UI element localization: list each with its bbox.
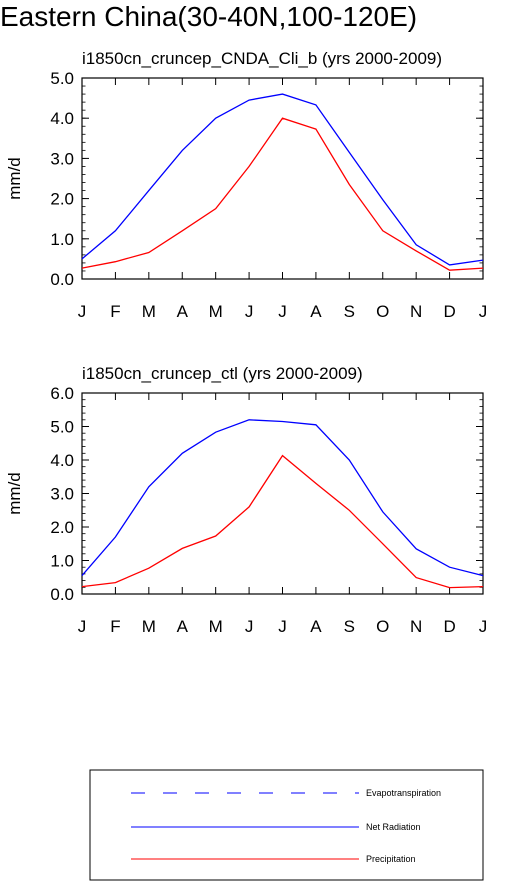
x-tick-label: S (344, 302, 355, 321)
x-tick-label: A (177, 302, 189, 321)
y-axis-label: mm/d (5, 472, 24, 515)
x-tick-label: M (209, 617, 223, 636)
x-tick-label: N (410, 302, 422, 321)
legend-label: Evapotranspiration (366, 788, 441, 798)
x-tick-label: M (142, 302, 156, 321)
chart-1-title: i1850cn_cruncep_CNDA_Cli_b (yrs 2000-200… (82, 49, 443, 68)
legend-label: Precipitation (366, 854, 416, 864)
series-net-radiation (81, 419, 484, 577)
plot-frame (81, 392, 484, 595)
x-tick-label: J (479, 302, 488, 321)
x-tick-label: D (443, 617, 455, 636)
series-precipitation (81, 454, 484, 589)
x-tick-label: O (376, 302, 389, 321)
chart-1: 0.0 1.0 2.0 3.0 4.0 5.0 J F M A M J J A S O N D Jmm/d (5, 69, 487, 321)
x-tick-label: S (344, 617, 355, 636)
series-precipitation (81, 117, 484, 271)
x-tick-label: M (209, 302, 223, 321)
x-tick-label: A (310, 302, 322, 321)
y-tick-label: 4.0 (50, 451, 74, 470)
x-tick-label: J (479, 617, 488, 636)
y-tick-label: 1.0 (50, 230, 74, 249)
x-tick-label: N (410, 617, 422, 636)
chart-2: 0.0 1.0 2.0 3.0 4.0 5.0 6.0 J F M A M J J A S O N D Jmm/d (5, 384, 487, 636)
x-tick-label: J (245, 302, 254, 321)
y-tick-label: 5.0 (50, 418, 74, 437)
y-tick-label: 4.0 (50, 109, 74, 128)
x-tick-label: J (78, 302, 87, 321)
y-axis-label: mm/d (5, 157, 24, 200)
page-title: Eastern China(30-40N,100-120E) (0, 1, 418, 32)
x-tick-label: J (245, 617, 254, 636)
y-tick-label: 0.0 (50, 585, 74, 604)
x-tick-label: A (310, 617, 322, 636)
y-tick-label: 3.0 (50, 485, 74, 504)
legend-box (89, 769, 484, 881)
x-tick-label: J (78, 617, 87, 636)
y-tick-label: 2.0 (50, 190, 74, 209)
x-tick-label: J (278, 302, 287, 321)
chart-2-title: i1850cn_cruncep_ctl (yrs 2000-2009) (82, 364, 363, 383)
x-tick-label: O (376, 617, 389, 636)
series-net-radiation (81, 93, 484, 266)
y-tick-label: 6.0 (50, 384, 74, 403)
x-tick-label: D (443, 302, 455, 321)
y-tick-label: 5.0 (50, 69, 74, 88)
legend: Evapotranspiration Net Radiation Precipita… (89, 769, 484, 881)
legend-label: Net Radiation (366, 822, 421, 832)
x-tick-label: F (110, 617, 120, 636)
x-tick-label: J (278, 617, 287, 636)
x-tick-label: A (177, 617, 189, 636)
x-tick-label: F (110, 302, 120, 321)
y-tick-label: 0.0 (50, 270, 74, 289)
y-tick-label: 3.0 (50, 149, 74, 168)
x-tick-label: M (142, 617, 156, 636)
y-tick-label: 1.0 (50, 552, 74, 571)
y-tick-label: 2.0 (50, 518, 74, 537)
